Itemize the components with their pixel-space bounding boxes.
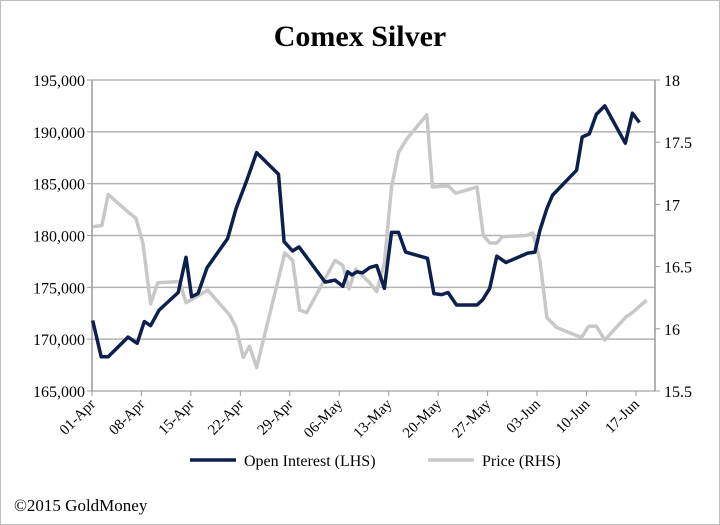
y-left-tick-label: 165,000 (33, 384, 85, 401)
y-left-tick-label: 170,000 (33, 332, 85, 349)
y-left-tick-label: 185,000 (33, 177, 85, 194)
y-left-tick-label: 180,000 (33, 229, 85, 246)
chart-title: Comex Silver (274, 20, 446, 53)
legend-label-price: Price (RHS) (482, 453, 561, 470)
copyright-footer: ©2015 GoldMoney (14, 496, 148, 515)
y-left-tick-label: 195,000 (33, 73, 85, 90)
y-left-tick-label: 190,000 (33, 125, 85, 142)
y-right-tick-label: 18 (664, 73, 680, 90)
y-right-tick-label: 15.5 (664, 384, 692, 401)
legend-label-open-interest: Open Interest (LHS) (244, 453, 376, 470)
y-right-tick-label: 17.5 (664, 135, 692, 152)
y-right-tick-label: 16.5 (664, 260, 692, 277)
y-right-tick-label: 17 (664, 197, 680, 214)
y-left-tick-label: 175,000 (33, 280, 85, 297)
y-right-tick-label: 16 (664, 322, 680, 339)
legend: Open Interest (LHS) Price (RHS) (190, 453, 561, 470)
